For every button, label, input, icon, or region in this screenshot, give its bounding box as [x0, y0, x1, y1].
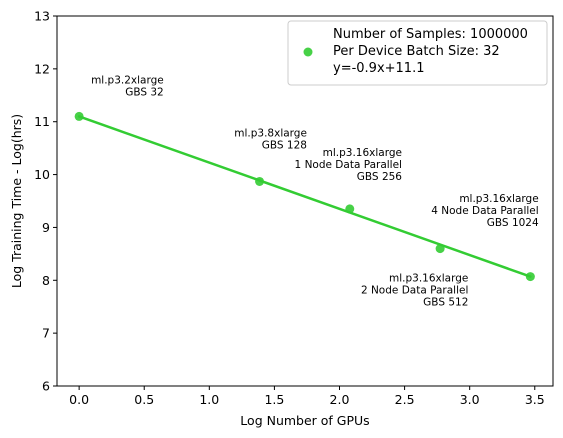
annotation-3-line-0: ml.p3.16xlarge: [389, 272, 468, 284]
annotation-2-line-0: ml.p3.16xlarge: [323, 147, 402, 159]
x-axis-label: Log Number of GPUs: [240, 413, 369, 428]
axes-frame: [56, 15, 554, 387]
annotation-4-line-1: 4 Node Data Parallel: [431, 205, 538, 217]
annotation-3-line-1: 2 Node Data Parallel: [361, 284, 468, 296]
legend-line-batch-size: Per Device Batch Size: 32: [333, 44, 500, 59]
x-tick-label: 3.0: [460, 392, 480, 407]
legend: Number of Samples: 1000000 Per Device Ba…: [287, 20, 548, 86]
y-axis: 6 7 8 9 10 11 12 13: [34, 9, 57, 394]
x-tick-label: 2.0: [330, 392, 350, 407]
legend-box: [287, 20, 548, 86]
annotation-2-line-1: 1 Node Data Parallel: [295, 159, 402, 171]
annotation-1-line-0: ml.p3.8xlarge: [234, 128, 307, 140]
x-axis: 0.0 0.5 1.0 1.5 2.0 2.5 3.0 3.5: [69, 386, 545, 407]
x-tick-label: 0.0: [69, 392, 89, 407]
x-tick-label: 3.5: [525, 392, 545, 407]
plot-area: [74, 111, 535, 282]
data-point-0: [74, 111, 84, 121]
annotation-4-line-2: GBS 1024: [487, 217, 539, 229]
data-point-2: [345, 204, 355, 214]
regression-line: [77, 115, 532, 278]
annotation-2-line-2: GBS 256: [357, 171, 403, 183]
annotation-0-line-0: ml.p3.2xlarge: [91, 75, 164, 87]
data-point-3: [435, 244, 445, 254]
y-axis-label: Log Training Time - Log(hrs): [9, 114, 24, 288]
annotation-1-line-1: GBS 128: [262, 140, 307, 152]
y-tick-label: 7: [42, 326, 50, 341]
annotation-3-line-2: GBS 512: [423, 296, 468, 308]
data-point-1: [255, 176, 265, 186]
y-tick-label: 6: [42, 379, 50, 394]
annotation-0-line-1: GBS 32: [125, 87, 164, 99]
legend-line-equation: y=-0.9x+11.1: [333, 61, 424, 76]
annotation-4-line-0: ml.p3.16xlarge: [459, 193, 538, 205]
y-tick-label: 10: [34, 167, 50, 182]
x-tick-label: 1.0: [199, 392, 219, 407]
legend-marker: [303, 47, 313, 57]
y-tick-label: 13: [34, 9, 50, 24]
x-tick-label: 2.5: [395, 392, 415, 407]
data-point-4: [525, 272, 535, 282]
x-tick-label: 0.5: [134, 392, 154, 407]
y-tick-label: 8: [42, 273, 50, 288]
legend-line-samples: Number of Samples: 1000000: [333, 27, 528, 42]
y-tick-label: 12: [34, 61, 50, 76]
y-tick-label: 11: [34, 114, 50, 129]
y-tick-label: 9: [42, 220, 50, 235]
x-tick-label: 1.5: [264, 392, 284, 407]
